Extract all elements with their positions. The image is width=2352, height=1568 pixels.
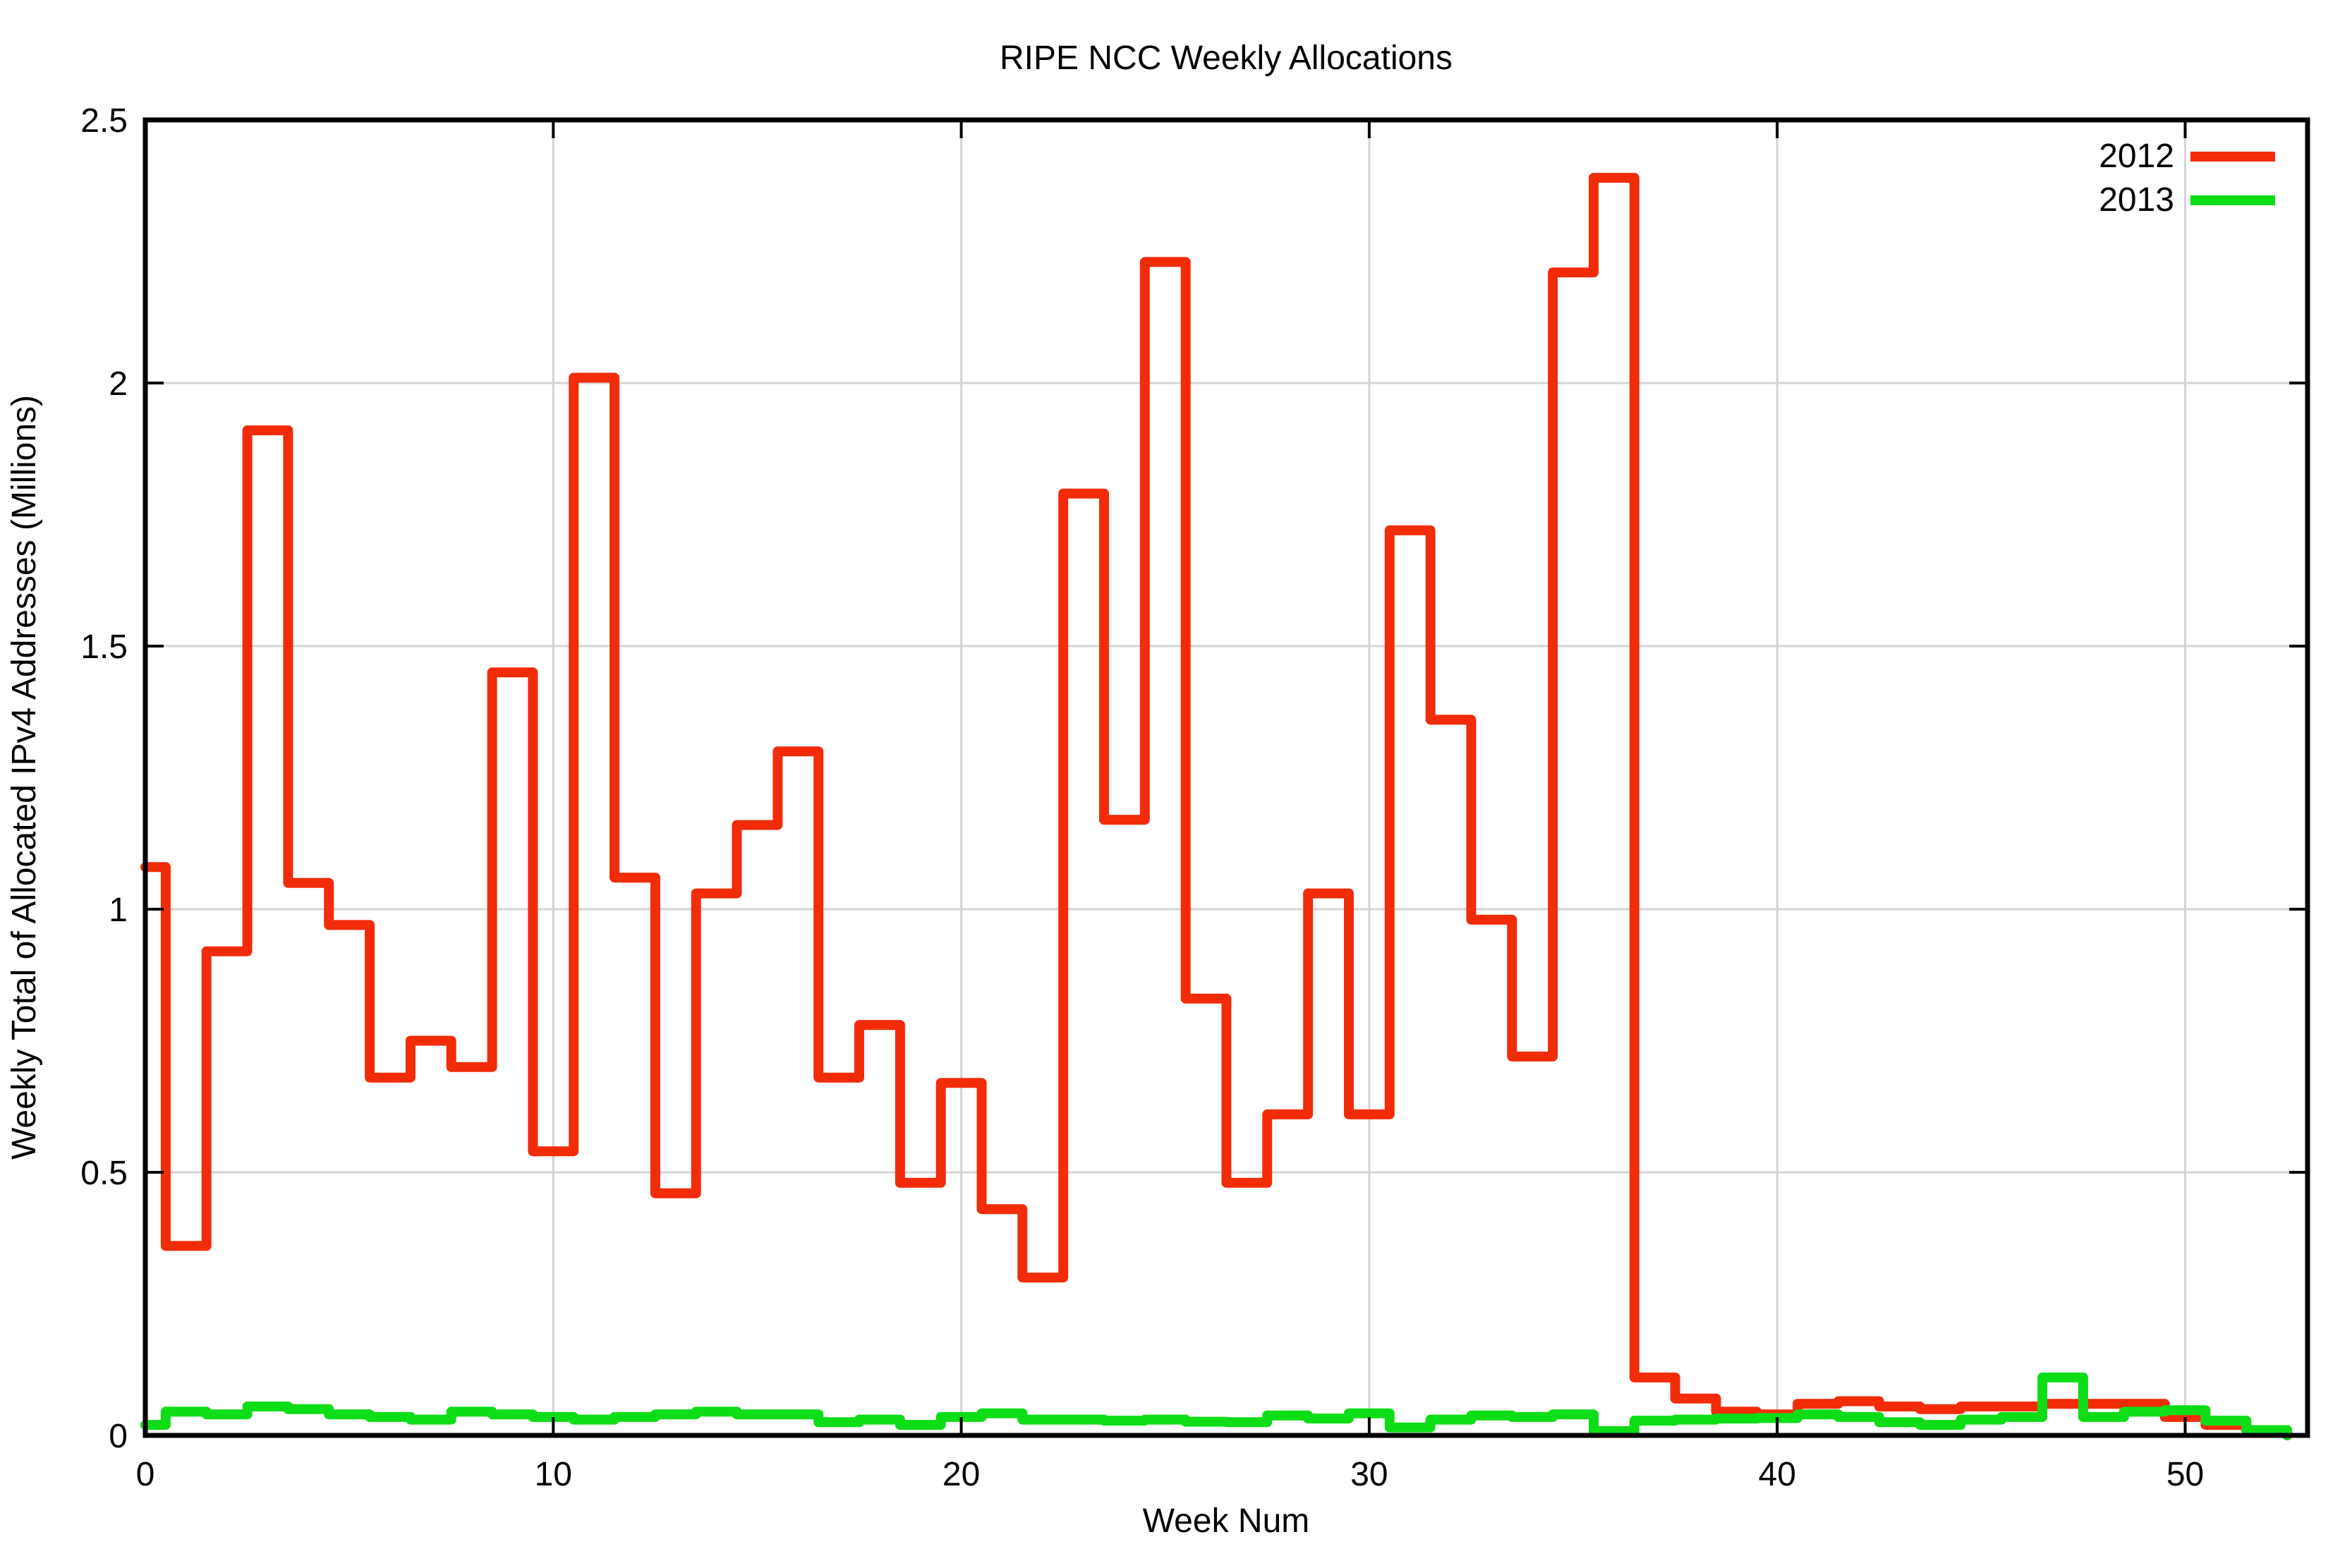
x-tick-label-40: 40	[1759, 1456, 1796, 1493]
x-axis-label: Week Num	[1143, 1502, 1310, 1540]
y-tick-label-0.5: 0.5	[80, 1155, 128, 1192]
y-tick-label-2: 2	[109, 365, 128, 403]
x-tick-label-10: 10	[535, 1456, 572, 1493]
x-tick-label-50: 50	[2166, 1456, 2204, 1493]
x-tick-label-30: 30	[1350, 1456, 1388, 1493]
y-tick-label-1.5: 1.5	[80, 628, 128, 666]
y-tick-label-2.5: 2.5	[80, 102, 128, 140]
grid-lines	[145, 120, 2308, 1435]
chart-title: RIPE NCC Weekly Allocations	[1000, 39, 1453, 77]
x-tick-label-20: 20	[942, 1456, 980, 1493]
data-series	[140, 173, 2293, 1440]
y-tick-label-1: 1	[109, 892, 128, 929]
x-tick-label-0: 0	[136, 1456, 155, 1493]
plot-frame	[143, 117, 2310, 1438]
y-tick-label-0: 0	[109, 1418, 128, 1455]
y-axis-label: Weekly Total of Allocated IPv4 Addresses…	[6, 395, 43, 1160]
series-2013-line	[140, 1372, 2293, 1440]
legend-label-2012: 2012	[2099, 138, 2174, 175]
plot-border	[143, 117, 2310, 1438]
legend: 2012 2013	[2099, 138, 2275, 219]
series-2012-line	[140, 173, 2293, 1440]
tick-labels: 0 10 20 30 40 50 0 0.5 1 1.5 2 2.5	[80, 102, 2204, 1493]
legend-label-2013: 2013	[2099, 181, 2174, 219]
